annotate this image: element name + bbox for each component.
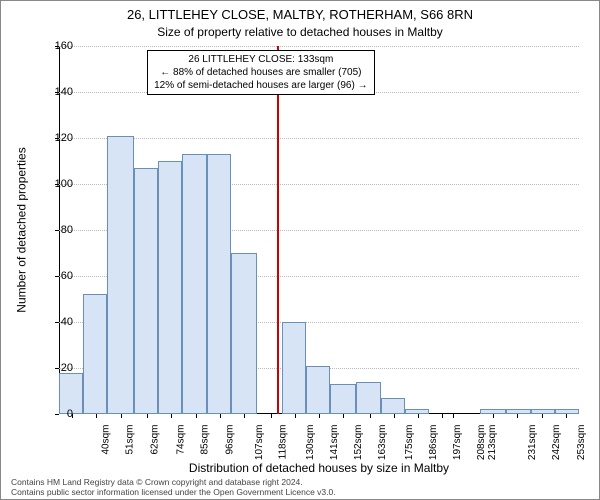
chart-container: 26, LITTLEHEY CLOSE, MALTBY, ROTHERHAM, … — [0, 0, 600, 500]
y-tick — [55, 230, 59, 231]
x-tick-label: 51sqm — [125, 425, 136, 455]
x-tick-label: 253sqm — [576, 425, 587, 461]
histogram-bar — [306, 366, 330, 414]
x-tick-label: 74sqm — [176, 425, 187, 455]
y-tick-label: 100 — [55, 178, 73, 190]
callout-box: 26 LITTLEHEY CLOSE: 133sqm← 88% of detac… — [147, 50, 374, 95]
histogram-bar — [330, 384, 356, 414]
x-tick — [271, 414, 272, 418]
y-tick — [55, 368, 59, 369]
x-tick — [542, 414, 543, 418]
x-tick-label: 197sqm — [452, 425, 463, 461]
x-tick — [295, 414, 296, 418]
x-tick — [343, 414, 344, 418]
y-tick-label: 80 — [61, 224, 73, 236]
y-tick-label: 0 — [67, 408, 73, 420]
y-tick-label: 60 — [61, 270, 73, 282]
y-tick-label: 160 — [55, 40, 73, 52]
x-tick — [370, 414, 371, 418]
histogram-bar — [405, 409, 429, 414]
x-tick-label: 130sqm — [305, 425, 316, 461]
histogram-bar — [207, 154, 231, 414]
x-tick — [442, 414, 443, 418]
y-tick-label: 140 — [55, 86, 73, 98]
histogram-bar — [83, 294, 107, 414]
x-tick-label: 242sqm — [551, 425, 562, 461]
x-tick — [171, 414, 172, 418]
reference-line — [277, 46, 279, 414]
histogram-bar — [158, 161, 182, 414]
footer-attribution: Contains HM Land Registry data © Crown c… — [11, 477, 336, 497]
chart-title-desc: Size of property relative to detached ho… — [1, 25, 599, 39]
x-tick-label: 107sqm — [254, 425, 265, 461]
x-tick-label: 213sqm — [487, 425, 498, 461]
histogram-bar — [107, 136, 133, 414]
x-tick-label: 152sqm — [353, 425, 364, 461]
x-tick-label: 118sqm — [277, 425, 288, 460]
x-tick-label: 175sqm — [404, 425, 415, 461]
y-tick-label: 20 — [61, 362, 73, 374]
histogram-bar — [182, 154, 206, 414]
x-tick — [147, 414, 148, 418]
plot-area: 26 LITTLEHEY CLOSE: 133sqm← 88% of detac… — [59, 46, 579, 414]
x-tick — [566, 414, 567, 418]
x-tick-label: 141sqm — [329, 425, 340, 461]
x-tick-label: 96sqm — [224, 425, 235, 455]
x-tick-label: 40sqm — [101, 425, 112, 455]
histogram-bar — [231, 253, 257, 414]
x-tick — [244, 414, 245, 418]
x-tick — [220, 414, 221, 418]
callout-line: 26 LITTLEHEY CLOSE: 133sqm — [154, 53, 367, 66]
x-tick-label: 231sqm — [527, 425, 538, 461]
x-tick — [121, 414, 122, 418]
x-tick — [394, 414, 395, 418]
x-tick-label: 62sqm — [149, 425, 160, 455]
histogram-bar — [282, 322, 306, 414]
x-tick — [517, 414, 518, 418]
x-tick-label: 208sqm — [476, 425, 487, 461]
histogram-bar — [555, 409, 579, 414]
x-tick — [319, 414, 320, 418]
x-tick-label: 85sqm — [200, 425, 211, 455]
x-tick — [196, 414, 197, 418]
histogram-bar — [531, 409, 555, 414]
callout-line: ← 88% of detached houses are smaller (70… — [154, 66, 367, 79]
y-tick-label: 120 — [55, 132, 73, 144]
chart-title-address: 26, LITTLEHEY CLOSE, MALTBY, ROTHERHAM, … — [1, 7, 599, 22]
x-tick — [96, 414, 97, 418]
histogram-bar — [506, 409, 530, 414]
y-tick — [55, 276, 59, 277]
x-tick — [493, 414, 494, 418]
y-axis-label: Number of detached properties — [15, 46, 29, 414]
grid-line — [59, 46, 579, 47]
x-tick-label: 163sqm — [377, 425, 388, 461]
histogram-bar — [356, 382, 380, 414]
histogram-bar — [381, 398, 405, 414]
x-tick-label: 186sqm — [428, 425, 439, 461]
y-tick-label: 40 — [61, 316, 73, 328]
x-axis-label: Distribution of detached houses by size … — [59, 461, 579, 475]
callout-line: 12% of semi-detached houses are larger (… — [154, 79, 367, 92]
x-tick — [453, 414, 454, 418]
histogram-bar — [134, 168, 158, 414]
grid-line — [59, 138, 579, 139]
y-tick — [55, 322, 59, 323]
x-tick — [418, 414, 419, 418]
y-tick — [55, 414, 59, 415]
